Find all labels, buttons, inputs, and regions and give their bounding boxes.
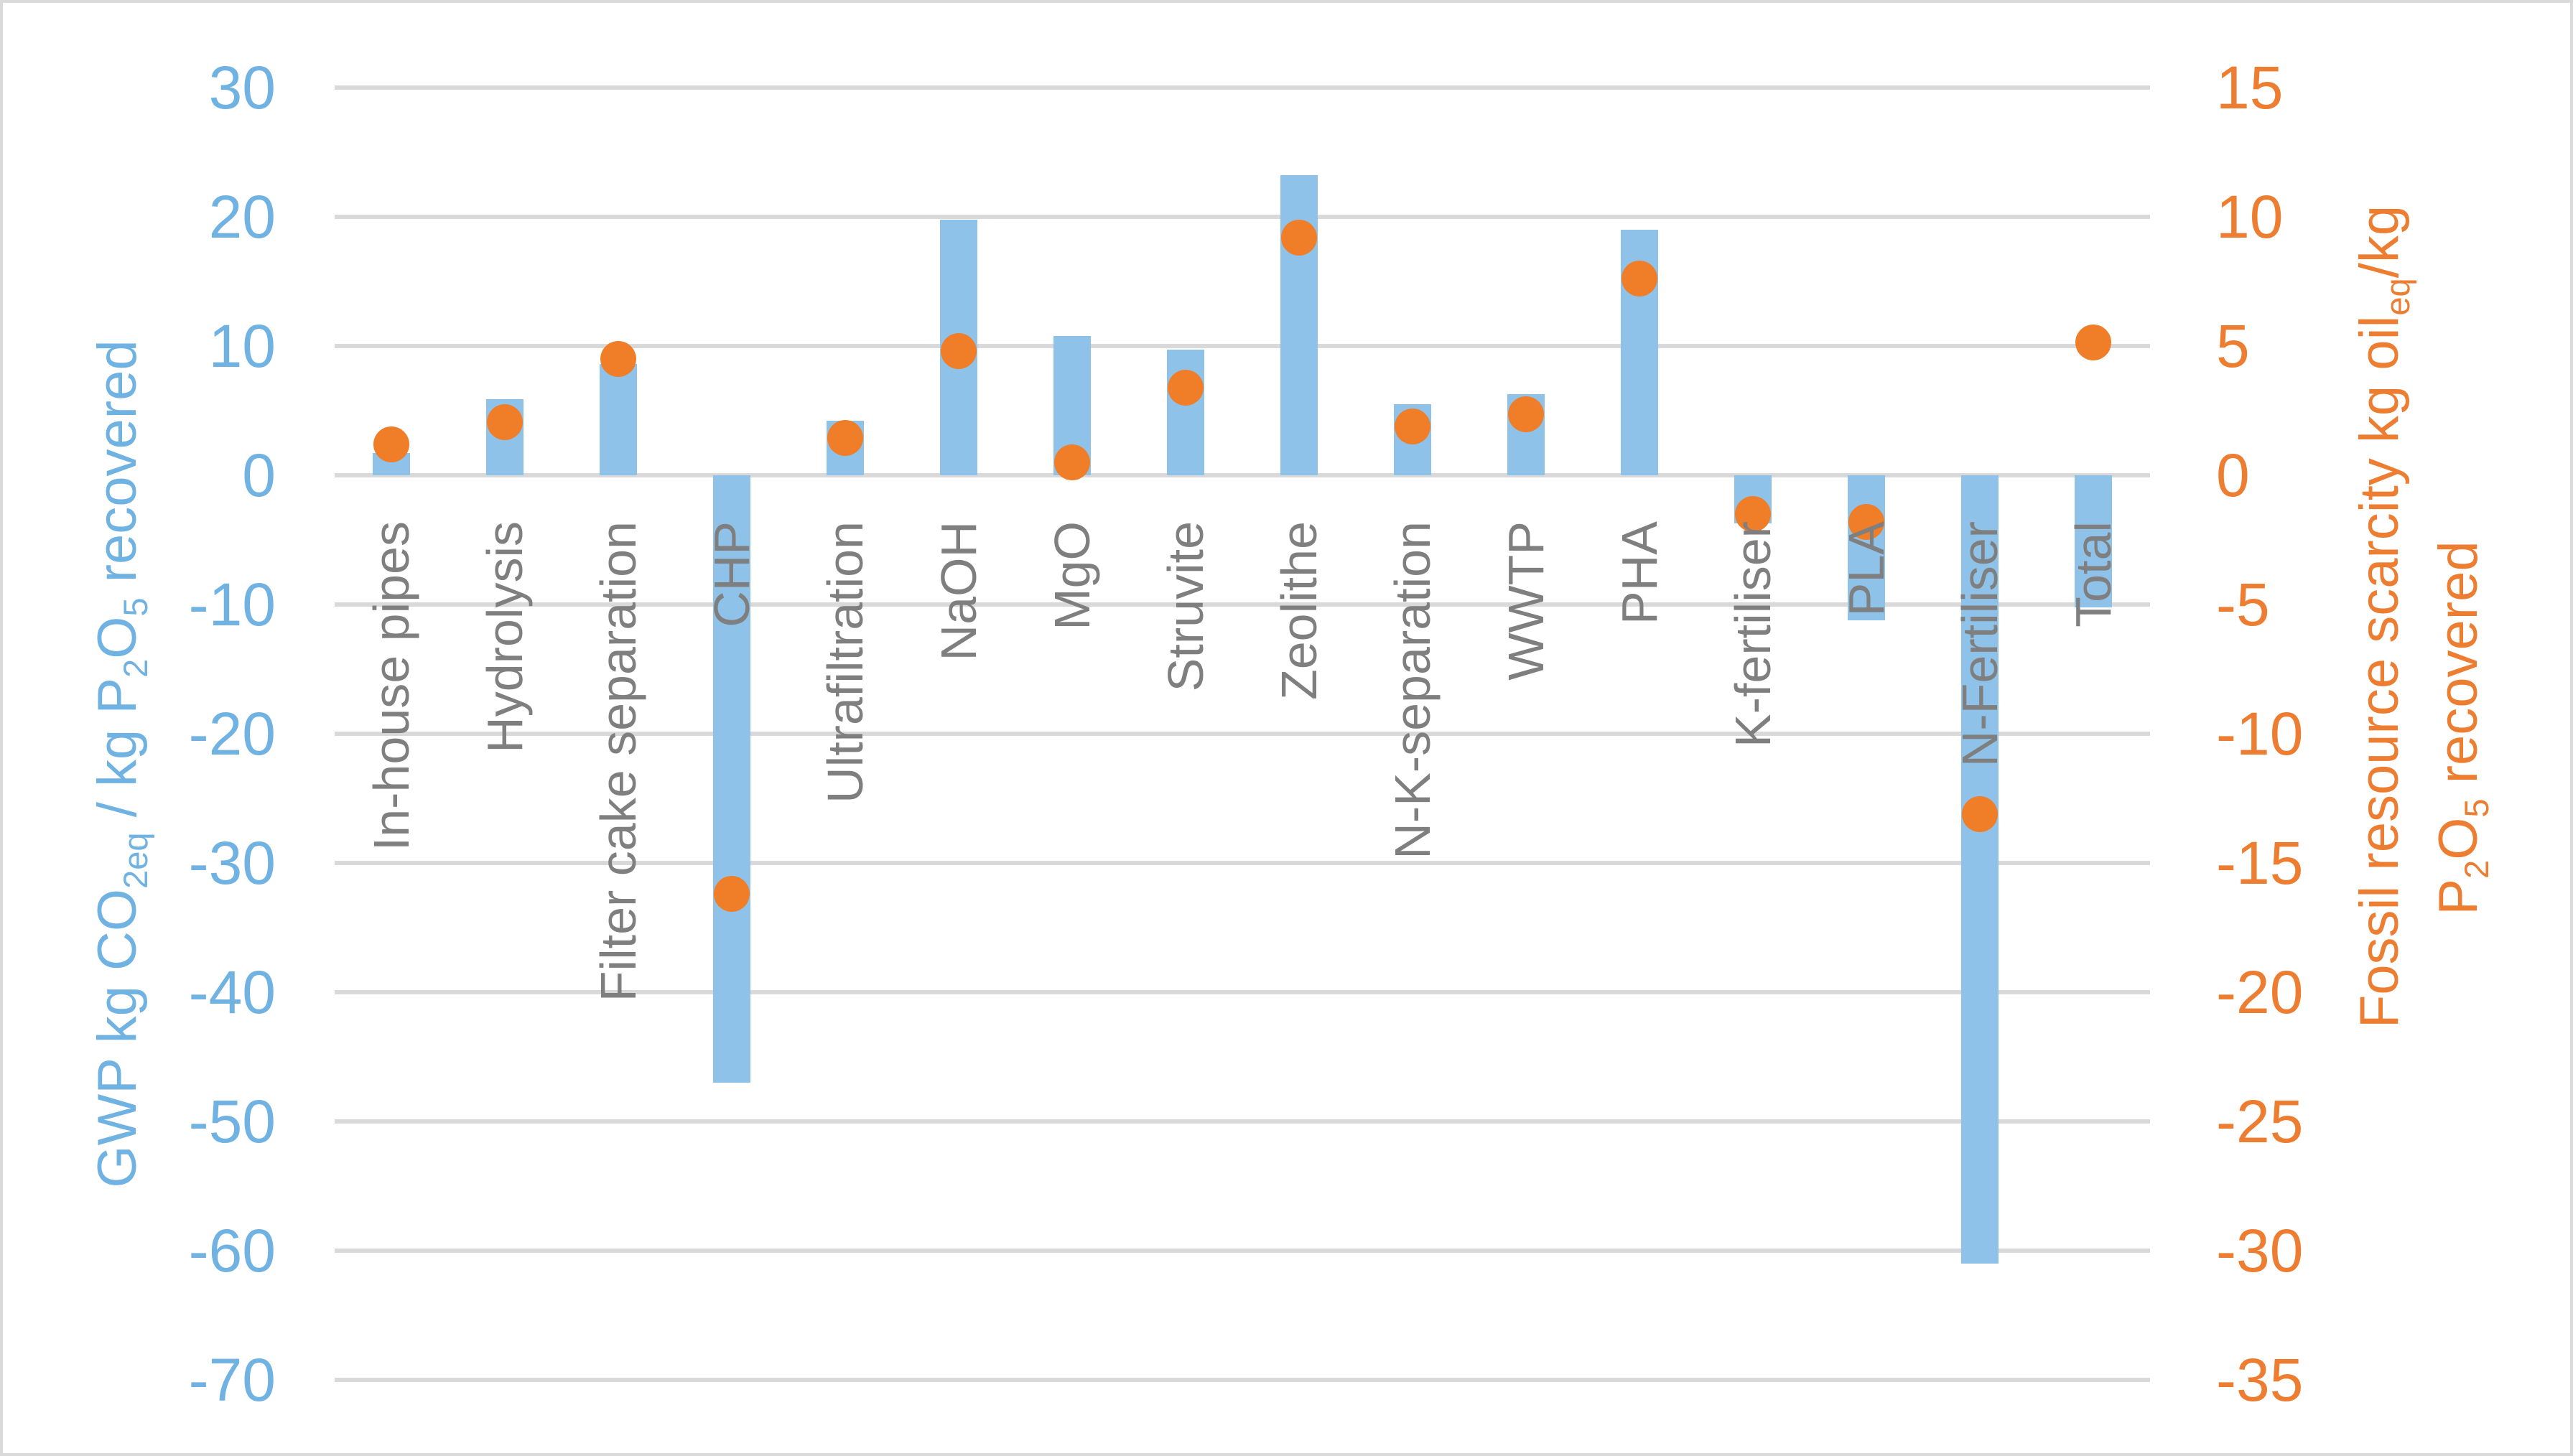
data-point [600,341,636,377]
bar [600,364,637,475]
gridlines-layer [3,3,2570,1453]
left-axis-tick-label: -50 [188,1088,276,1155]
left-axis-tick-label: 20 [208,183,276,251]
data-point [1168,369,1204,406]
axis-ticks-layer: 30 15 20 10 10 5 0 0 -10 -5 -20 -10 -30 -15 -40 -20 -50 -… [3,3,2570,1453]
left-axis-tick-label: -40 [188,958,276,1026]
gridline [335,1378,2150,1382]
scatter-series-layer [3,3,2570,1453]
left-axis-tick-label: -30 [188,829,276,897]
data-point [714,876,750,913]
gridline [335,473,2150,477]
gridline [335,861,2150,865]
right-axis-tick-label: 5 [2216,312,2250,380]
data-point [487,404,523,441]
gridline [335,1119,2150,1124]
right-axis-tick-label: -35 [2216,1346,2304,1414]
data-point [1281,219,1317,256]
bar [2075,475,2112,607]
right-axis-title-line2: P2O5 recovered [2428,541,2496,915]
bar [1848,475,1885,620]
gridline [335,344,2150,348]
left-axis-tick-label: -60 [188,1217,276,1284]
right-axis-tick-label: -25 [2216,1088,2304,1155]
left-axis-tick-label: -20 [188,700,276,767]
data-point [941,333,977,370]
left-axis-tick-label: 30 [208,54,276,121]
gridline [335,1249,2150,1253]
left-axis-tick-label: 0 [242,442,276,509]
data-point [1735,496,1771,532]
right-axis-tick-label: -15 [2216,829,2304,897]
gridline [335,732,2150,736]
gridline [335,85,2150,90]
left-axis-tick-label: -70 [188,1346,276,1414]
left-axis-tick-label: 10 [208,312,276,380]
gridline [335,990,2150,994]
right-axis-tick-label: 15 [2216,54,2284,121]
data-point [827,419,863,456]
right-axis-title-line1: Fossil resource scarcity kg oileq/kg [2349,205,2417,1029]
data-point [1621,261,1657,297]
data-point [1395,408,1430,444]
data-point [1962,795,1998,832]
right-axis-tick-label: 10 [2216,183,2284,251]
data-point [1054,444,1090,480]
right-axis-tick-label: 0 [2216,442,2250,509]
gridline [335,215,2150,219]
data-point [1848,503,1884,540]
right-axis-tick-label: -30 [2216,1217,2304,1284]
bar [713,475,750,1083]
right-axis-tick-label: -10 [2216,700,2304,767]
left-axis-tick-label: -10 [188,571,276,638]
right-axis-tick-label: -5 [2216,571,2270,638]
data-point [373,426,409,462]
data-point [1508,396,1544,433]
bar [1961,475,1999,1264]
left-axis-title: GWP kg CO2eq / kg P2O5 recovered [87,340,155,1188]
data-point [2075,324,2111,360]
right-axis-tick-label: -20 [2216,958,2304,1026]
gridline [335,602,2150,607]
